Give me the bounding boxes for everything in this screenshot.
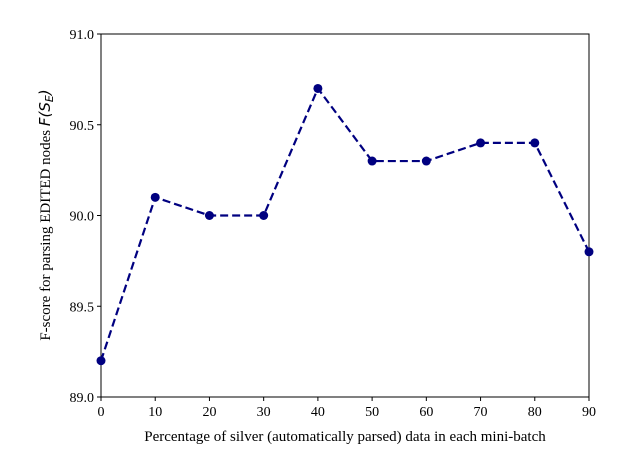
x-tick-label: 30 [257,405,271,420]
data-point [150,192,160,202]
y-axis: 89.0 89.5 90.0 90.5 91.0 [70,28,101,406]
x-tick-label: 20 [202,405,216,420]
x-tick-label: 70 [474,405,488,420]
plot-frame [100,33,590,398]
data-point [313,83,323,93]
data-point [476,138,486,148]
x-tick-label: 50 [365,405,379,420]
y-tick-label: 90.5 [70,119,95,134]
y-tick-label: 90.0 [70,210,95,225]
data-point [96,356,106,366]
data-point [204,211,214,220]
data-point [530,138,540,148]
y-tick-label: 91.0 [70,28,95,43]
data-point [367,156,377,166]
y-axis-title: F-score for parsing EDITED nodes F(SE) [36,89,56,340]
x-tick-label: 0 [98,405,105,420]
y-tick-label: 89.5 [70,300,95,315]
y-axis-title-text: F-score for parsing EDITED nodes [38,126,54,341]
x-tick-label: 60 [419,405,433,420]
y-axis-title-math-sub: E [43,95,56,102]
x-tick-label: 80 [528,405,542,420]
x-tick-label: 10 [148,405,162,420]
series-layer [96,83,594,366]
plot-area-border [100,33,590,398]
data-point [421,156,431,166]
y-tick-label: 89.0 [70,391,95,406]
y-axis-title-math-prefix: F(S [36,102,54,126]
series-line [99,87,590,362]
x-axis-title: Percentage of silver (automatically pars… [144,429,546,445]
x-tick-label: 90 [582,405,596,420]
y-axis-title-math-suffix: ) [36,89,54,96]
x-tick-label: 40 [311,405,325,420]
x-axis: 0 10 20 30 40 50 60 70 80 90 [98,397,596,420]
data-point [259,211,269,220]
data-point [584,247,594,257]
